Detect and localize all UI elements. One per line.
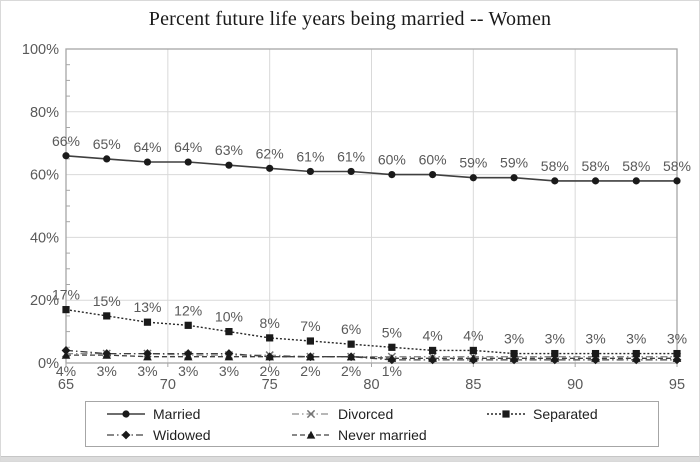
data-label-separated: 4% bbox=[422, 327, 442, 343]
data-label-married: 58% bbox=[582, 158, 610, 174]
data-label-separated: 3% bbox=[667, 331, 687, 347]
data-label-separated: 5% bbox=[382, 324, 402, 340]
data-label-married: 60% bbox=[419, 152, 447, 168]
series-married: 66% 65% 64% 64% 63% 62% 61% 61% 60% 60% 59% 59% 58% 5… bbox=[52, 133, 691, 185]
data-label-married: 61% bbox=[296, 148, 324, 164]
legend-item-separated: Separated bbox=[486, 404, 658, 423]
legend-item-married: Married bbox=[106, 404, 291, 423]
x-tick-label: 65 bbox=[58, 377, 74, 393]
gridlines bbox=[66, 48, 677, 363]
data-label-separated: 8% bbox=[260, 315, 280, 331]
data-label-married: 58% bbox=[622, 158, 650, 174]
data-label-widowed: 2% bbox=[260, 363, 280, 379]
legend-item-never-married: Never married bbox=[291, 425, 486, 444]
data-label-separated: 10% bbox=[215, 309, 243, 325]
x-tick-label: 70 bbox=[160, 377, 176, 393]
data-label-separated: 13% bbox=[133, 299, 161, 315]
data-label-married: 58% bbox=[541, 158, 569, 174]
data-label-married: 60% bbox=[378, 152, 406, 168]
data-label-separated: 7% bbox=[300, 318, 320, 334]
y-tick-label: 80% bbox=[30, 105, 59, 121]
data-label-separated: 17% bbox=[52, 287, 80, 303]
data-label-separated: 3% bbox=[585, 331, 605, 347]
y-tick-label: 20% bbox=[30, 293, 59, 309]
data-label-separated: 12% bbox=[174, 302, 202, 318]
chart-title: Percent future life years being married … bbox=[148, 8, 552, 30]
data-label-married: 62% bbox=[256, 145, 284, 161]
data-label-separated: 3% bbox=[626, 331, 646, 347]
data-label-widowed: 3% bbox=[219, 363, 239, 379]
data-label-married: 64% bbox=[133, 139, 161, 155]
data-label-married: 58% bbox=[663, 158, 691, 174]
legend: Married Divorced Separated Widowed Never… bbox=[85, 401, 659, 447]
data-label-separated: 3% bbox=[545, 331, 565, 347]
legend-label-separated: Separated bbox=[533, 405, 598, 422]
plot-area: 65 70 75 80 85 90 95 0% 20% 40% 60% 80% 100% 66% 65% 64… bbox=[22, 42, 691, 393]
data-label-married: 65% bbox=[93, 136, 121, 152]
legend-label-never-married: Never married bbox=[338, 426, 427, 443]
x-tick-label: 90 bbox=[567, 377, 583, 393]
data-label-separated: 15% bbox=[93, 293, 121, 309]
legend-label-widowed: Widowed bbox=[153, 426, 211, 443]
x-tick-label: 95 bbox=[669, 377, 685, 393]
data-label-married: 59% bbox=[500, 155, 528, 171]
data-label-separated: 3% bbox=[504, 331, 524, 347]
legend-item-widowed: Widowed bbox=[106, 425, 291, 444]
x-tick-label: 85 bbox=[465, 377, 481, 393]
plot-svg: 65 70 75 80 85 90 95 0% 20% 40% 60% 80% 100% 66% 65% 64… bbox=[22, 42, 691, 393]
divorced-line-swatch-icon bbox=[291, 407, 331, 421]
x-tick-label: 75 bbox=[262, 377, 278, 393]
data-label-married: 63% bbox=[215, 142, 243, 158]
y-tick-label: 100% bbox=[22, 42, 59, 58]
x-axis: 65 70 75 80 85 90 95 bbox=[58, 363, 685, 393]
data-label-widowed: 3% bbox=[178, 363, 198, 379]
series-widowed: 4% 3% 3% 3% 3% 2% 2% 2% 1% bbox=[56, 346, 682, 379]
legend-label-divorced: Divorced bbox=[338, 405, 394, 422]
data-label-widowed: 3% bbox=[97, 363, 117, 379]
y-tick-label: 40% bbox=[30, 230, 59, 246]
y-tick-label: 60% bbox=[30, 168, 59, 184]
data-label-widowed: 1% bbox=[382, 363, 402, 379]
never-married-line-swatch-icon bbox=[291, 428, 331, 442]
legend-item-divorced: Divorced bbox=[291, 404, 486, 423]
y-tick-label: 0% bbox=[38, 356, 59, 372]
separated-line-swatch-icon bbox=[486, 407, 526, 421]
y-axis: 0% 20% 40% 60% 80% 100% bbox=[22, 42, 59, 372]
data-label-married: 61% bbox=[337, 148, 365, 164]
x-tick-label: 80 bbox=[363, 377, 379, 393]
data-label-widowed: 4% bbox=[56, 363, 76, 379]
series-never-married bbox=[61, 350, 682, 362]
married-line-swatch-icon bbox=[106, 407, 146, 421]
data-label-married: 66% bbox=[52, 133, 80, 149]
data-label-separated: 6% bbox=[341, 321, 361, 337]
data-label-married: 59% bbox=[459, 155, 487, 171]
data-label-widowed: 2% bbox=[341, 363, 361, 379]
data-label-widowed: 2% bbox=[300, 363, 320, 379]
series-separated: 17% 15% 13% 12% 10% 8% 7% 6% 5% 4% 4% 3% 3% 3% 3% 3% bbox=[52, 287, 687, 358]
data-label-married: 64% bbox=[174, 139, 202, 155]
widowed-line-swatch-icon bbox=[106, 428, 146, 442]
data-label-separated: 4% bbox=[463, 327, 483, 343]
bottom-edge-strip bbox=[1, 456, 699, 461]
data-label-widowed: 3% bbox=[137, 363, 157, 379]
legend-label-married: Married bbox=[153, 405, 201, 422]
